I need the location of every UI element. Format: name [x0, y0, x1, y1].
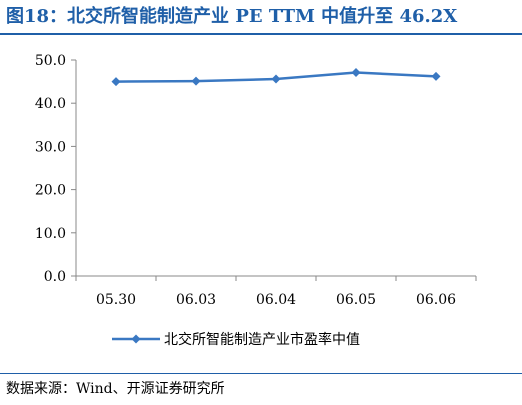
data-point — [271, 74, 281, 84]
figure-title: 图18：北交所智能制造产业 PE TTM 中值升至 46.2X — [6, 6, 458, 27]
x-tick-label: 06.04 — [256, 292, 296, 308]
y-tick-label: 40.0 — [35, 96, 66, 112]
y-tick-label: 0.0 — [44, 269, 66, 285]
line-chart: 0.010.020.030.040.050.0 05.30 06.03 06.04 0… — [35, 53, 477, 348]
y-tick-label: 10.0 — [35, 226, 66, 242]
footer-divider — [0, 373, 522, 374]
y-tick-label: 20.0 — [35, 183, 66, 199]
x-axis-ticks: 05.30 06.03 06.04 06.05 06.06 — [75, 276, 477, 308]
y-tick-label: 30.0 — [35, 139, 66, 155]
y-axis-ticks: 0.0 10.0 20.0 30.0 40.0 50.0 — [35, 53, 76, 285]
x-tick-label: 05.30 — [96, 292, 136, 308]
title-divider — [0, 33, 522, 35]
data-point — [191, 76, 201, 86]
chart-legend: 北交所智能制造产业市盈率中值 — [112, 331, 360, 348]
data-point — [351, 68, 361, 78]
series-line — [111, 68, 441, 87]
data-point — [111, 77, 121, 87]
x-tick-label: 06.03 — [176, 292, 216, 308]
legend-label: 北交所智能制造产业市盈率中值 — [164, 331, 360, 348]
x-tick-label: 06.05 — [336, 292, 376, 308]
legend-marker — [131, 334, 141, 344]
data-point — [431, 71, 441, 81]
chart-axes — [75, 60, 476, 277]
source-note: 数据来源：Wind、开源证券研究所 — [6, 381, 225, 397]
y-tick-label: 50.0 — [35, 53, 66, 69]
x-tick-label: 06.06 — [416, 292, 456, 308]
